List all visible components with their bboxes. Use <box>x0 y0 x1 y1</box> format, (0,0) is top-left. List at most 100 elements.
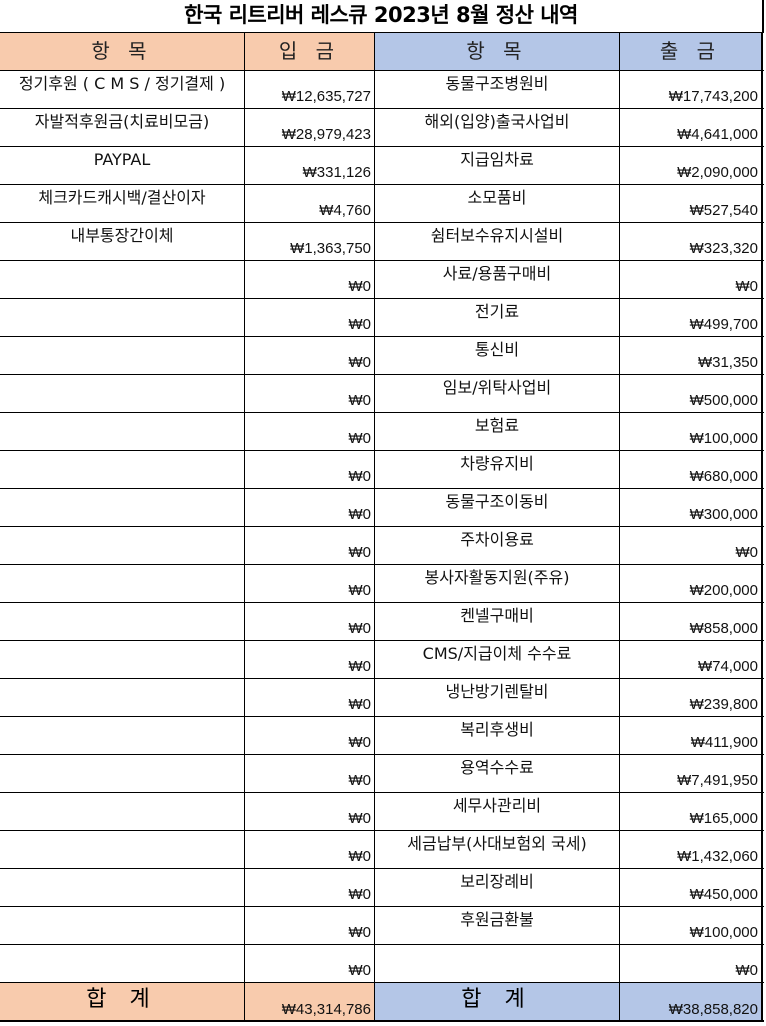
expense-item-cell[interactable] <box>375 945 620 982</box>
expense-item-cell[interactable]: 보리장례비 <box>375 869 620 906</box>
expense-amount-cell[interactable]: ₩0 <box>620 261 763 298</box>
income-amount-cell[interactable]: ₩0 <box>245 413 375 450</box>
expense-item-cell[interactable]: CMS/지급이체 수수료 <box>375 641 620 678</box>
expense-amount-cell[interactable]: ₩680,000 <box>620 451 763 488</box>
expense-total-amount[interactable]: ₩38,858,820 <box>620 983 763 1020</box>
header-income-amount[interactable]: 입 금 <box>245 33 375 70</box>
expense-amount-cell[interactable]: ₩74,000 <box>620 641 763 678</box>
expense-amount-cell[interactable]: ₩0 <box>620 527 763 564</box>
income-amount-cell[interactable]: ₩0 <box>245 489 375 526</box>
income-amount-cell[interactable]: ₩0 <box>245 793 375 830</box>
income-item-cell[interactable]: 자발적후원금(치료비모금) <box>0 109 245 146</box>
expense-item-cell[interactable]: 전기료 <box>375 299 620 336</box>
expense-amount-cell[interactable]: ₩411,900 <box>620 717 763 754</box>
income-amount-cell[interactable]: ₩1,363,750 <box>245 223 375 260</box>
income-amount-cell[interactable]: ₩0 <box>245 869 375 906</box>
expense-amount-cell[interactable]: ₩100,000 <box>620 413 763 450</box>
income-item-cell[interactable] <box>0 793 245 830</box>
expense-item-cell[interactable]: 용역수수료 <box>375 755 620 792</box>
expense-item-cell[interactable]: 사료/용품구매비 <box>375 261 620 298</box>
expense-amount-cell[interactable]: ₩500,000 <box>620 375 763 412</box>
income-amount-cell[interactable]: ₩0 <box>245 527 375 564</box>
income-amount-cell[interactable]: ₩331,126 <box>245 147 375 184</box>
income-amount-cell[interactable]: ₩0 <box>245 261 375 298</box>
income-total-label[interactable]: 합 계 <box>0 983 245 1020</box>
income-item-cell[interactable] <box>0 261 245 298</box>
income-item-cell[interactable] <box>0 641 245 678</box>
income-item-cell[interactable] <box>0 755 245 792</box>
expense-amount-cell[interactable]: ₩300,000 <box>620 489 763 526</box>
income-amount-cell[interactable]: ₩0 <box>245 565 375 602</box>
expense-total-label[interactable]: 합 계 <box>375 983 620 1020</box>
income-amount-cell[interactable]: ₩0 <box>245 641 375 678</box>
expense-amount-cell[interactable]: ₩7,491,950 <box>620 755 763 792</box>
expense-item-cell[interactable]: 동물구조이동비 <box>375 489 620 526</box>
expense-item-cell[interactable]: 세금납부(사대보험외 국세) <box>375 831 620 868</box>
income-item-cell[interactable] <box>0 451 245 488</box>
expense-item-cell[interactable]: 주차이용료 <box>375 527 620 564</box>
income-amount-cell[interactable]: ₩28,979,423 <box>245 109 375 146</box>
expense-item-cell[interactable]: 해외(입양)출국사업비 <box>375 109 620 146</box>
income-item-cell[interactable] <box>0 489 245 526</box>
income-item-cell[interactable] <box>0 945 245 982</box>
expense-item-cell[interactable]: 켄넬구매비 <box>375 603 620 640</box>
expense-item-cell[interactable]: 냉난방기렌탈비 <box>375 679 620 716</box>
income-item-cell[interactable]: 체크카드캐시백/결산이자 <box>0 185 245 222</box>
income-item-cell[interactable]: 정기후원 ( C M S / 정기결제 ) <box>0 71 245 108</box>
header-expense-amount[interactable]: 출 금 <box>620 33 763 70</box>
expense-item-cell[interactable]: 보험료 <box>375 413 620 450</box>
income-amount-cell[interactable]: ₩0 <box>245 451 375 488</box>
income-item-cell[interactable] <box>0 299 245 336</box>
income-amount-cell[interactable]: ₩0 <box>245 375 375 412</box>
income-amount-cell[interactable]: ₩0 <box>245 603 375 640</box>
income-item-cell[interactable] <box>0 907 245 944</box>
income-item-cell[interactable] <box>0 337 245 374</box>
expense-item-cell[interactable]: 동물구조병원비 <box>375 71 620 108</box>
expense-amount-cell[interactable]: ₩0 <box>620 945 763 982</box>
expense-amount-cell[interactable]: ₩527,540 <box>620 185 763 222</box>
income-item-cell[interactable] <box>0 679 245 716</box>
income-amount-cell[interactable]: ₩4,760 <box>245 185 375 222</box>
expense-amount-cell[interactable]: ₩200,000 <box>620 565 763 602</box>
income-item-cell[interactable]: PAYPAL <box>0 147 245 184</box>
income-total-amount[interactable]: ₩43,314,786 <box>245 983 375 1020</box>
expense-amount-cell[interactable]: ₩17,743,200 <box>620 71 763 108</box>
income-item-cell[interactable] <box>0 565 245 602</box>
income-amount-cell[interactable]: ₩0 <box>245 337 375 374</box>
income-item-cell[interactable] <box>0 413 245 450</box>
expense-item-cell[interactable]: 봉사자활동지원(주유) <box>375 565 620 602</box>
income-amount-cell[interactable]: ₩0 <box>245 717 375 754</box>
expense-item-cell[interactable]: 세무사관리비 <box>375 793 620 830</box>
expense-amount-cell[interactable]: ₩2,090,000 <box>620 147 763 184</box>
expense-item-cell[interactable]: 지급임차료 <box>375 147 620 184</box>
income-amount-cell[interactable]: ₩0 <box>245 945 375 982</box>
expense-amount-cell[interactable]: ₩165,000 <box>620 793 763 830</box>
expense-item-cell[interactable]: 차량유지비 <box>375 451 620 488</box>
sheet-title[interactable]: 한국 리트리버 레스큐 2023년 8월 정산 내역 <box>0 0 764 33</box>
expense-item-cell[interactable]: 임보/위탁사업비 <box>375 375 620 412</box>
expense-amount-cell[interactable]: ₩1,432,060 <box>620 831 763 868</box>
income-amount-cell[interactable]: ₩0 <box>245 831 375 868</box>
income-item-cell[interactable] <box>0 375 245 412</box>
expense-item-cell[interactable]: 복리후생비 <box>375 717 620 754</box>
expense-amount-cell[interactable]: ₩100,000 <box>620 907 763 944</box>
expense-amount-cell[interactable]: ₩31,350 <box>620 337 763 374</box>
income-amount-cell[interactable]: ₩0 <box>245 907 375 944</box>
income-item-cell[interactable] <box>0 717 245 754</box>
expense-item-cell[interactable]: 통신비 <box>375 337 620 374</box>
expense-amount-cell[interactable]: ₩239,800 <box>620 679 763 716</box>
income-amount-cell[interactable]: ₩0 <box>245 299 375 336</box>
income-amount-cell[interactable]: ₩12,635,727 <box>245 71 375 108</box>
header-expense-item[interactable]: 항 목 <box>375 33 620 70</box>
expense-item-cell[interactable]: 쉼터보수유지시설비 <box>375 223 620 260</box>
income-amount-cell[interactable]: ₩0 <box>245 755 375 792</box>
expense-amount-cell[interactable]: ₩450,000 <box>620 869 763 906</box>
expense-amount-cell[interactable]: ₩4,641,000 <box>620 109 763 146</box>
expense-amount-cell[interactable]: ₩499,700 <box>620 299 763 336</box>
income-item-cell[interactable] <box>0 527 245 564</box>
expense-amount-cell[interactable]: ₩323,320 <box>620 223 763 260</box>
header-income-item[interactable]: 항 목 <box>0 33 245 70</box>
income-amount-cell[interactable]: ₩0 <box>245 679 375 716</box>
income-item-cell[interactable] <box>0 603 245 640</box>
income-item-cell[interactable]: 내부통장간이체 <box>0 223 245 260</box>
